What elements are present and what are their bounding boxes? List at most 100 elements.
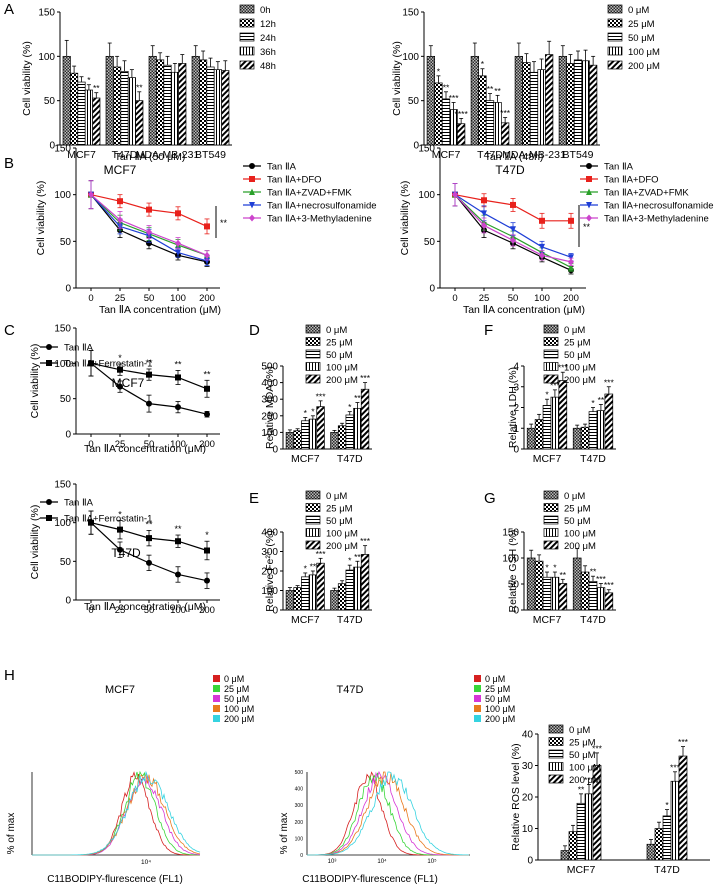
significance-label: * [437,66,441,76]
legend-label: 100 μM [326,363,358,374]
x-tick-label: 0 [452,293,457,304]
significance-label: *** [360,536,371,546]
category-label: MCF7 [533,453,562,465]
bar [550,576,560,611]
bar [301,576,310,611]
legend-label: 0 μM [224,674,244,684]
legend-label: 50 μM [224,694,249,704]
y-tick-label: 50 [508,580,520,591]
bar [580,426,590,450]
bar [588,411,598,450]
legend-label: Tan ⅡA [267,162,297,173]
x-tick-label: 25 [115,293,126,304]
legend-label: 0 μM [569,725,590,736]
bar [573,59,583,146]
bar [316,562,325,611]
bar [589,64,598,146]
bar [670,780,680,861]
marker-circle [146,240,152,247]
legend-swatch [607,46,623,56]
y-tick-label: 300 [295,803,304,809]
legend-swatch [305,324,321,334]
significance-label: ** [354,393,361,403]
legend-label: Tan ⅡA+ZVAD+FMK [604,188,689,199]
marker-diamond [481,221,487,229]
bar [285,590,295,611]
marker-square [204,547,210,554]
legend-label: 25 μM [485,684,510,694]
y-tick-label: 0 [429,284,435,295]
marker-square [481,197,487,204]
bar [213,69,222,146]
bar [170,71,179,146]
chart-title: T47D [495,163,525,177]
x-tick-label: 100 [170,293,186,304]
legend-swatch [607,60,623,70]
category-label: T47D [337,614,363,626]
legend-swatch [543,337,559,346]
x-tick-label: 25 [115,439,126,450]
panel-label-g: G [484,490,496,507]
y-tick-label: 0 [272,445,278,456]
x-axis-label: Tan ⅡA concentration (μM) [463,304,585,316]
significance-label: ** [220,218,228,228]
x-tick-label: 10⁴ [377,858,387,865]
chart-title: T47D [111,546,141,560]
y-tick-label: 500 [261,362,278,373]
legend-swatch [548,762,564,771]
category-label: T47D [337,453,363,465]
legend-label: 0h [260,5,271,16]
y-tick-label: 150 [54,324,71,335]
legend-swatch [305,362,321,371]
legend-swatch [543,540,559,550]
y-tick-label: 100 [402,52,419,63]
bar [148,55,157,146]
category-label: MCF7 [533,614,562,626]
marker-circle [117,546,123,553]
bar [678,755,688,861]
bar [163,64,172,146]
chart-title: T47D [337,684,364,696]
y-tick-label: 150 [38,8,55,19]
histogram-curve [32,773,201,856]
legend-swatch [548,749,564,759]
y-tick-label: 400 [295,787,304,793]
bar [537,69,546,146]
legend-label: 100 μM [564,363,596,374]
y-tick-label: 200 [261,567,278,578]
marker-triangle-down [510,226,516,233]
legend-label: 0 μM [326,325,347,336]
marker-square [204,385,210,392]
legend-label: 100 μM [224,704,254,714]
marker-triangle [249,188,255,195]
y-tick-label: 100 [54,359,71,370]
significance-label: * [87,75,91,85]
y-axis-label: Cell viability (%) [29,505,41,580]
category-label: MCF7 [291,614,320,626]
legend-label: 50 μM [628,33,655,44]
y-tick-label: 300 [261,547,278,558]
y-axis-label: Cell viability (%) [29,344,41,419]
category-label: MCF7 [432,149,461,161]
bar [572,557,582,611]
bar [84,89,93,146]
legend-label: 100 μM [326,529,358,540]
significance-label: ** [590,567,597,577]
significance-label: * [545,563,549,573]
y-axis-label: Cell viability (%) [21,41,33,116]
y-tick-label: 50 [60,394,72,405]
legend-swatch [543,349,559,359]
bar [566,63,575,146]
legend-swatch [305,374,321,384]
panel-label-d: D [249,322,260,339]
legend-label: 25 μM [326,338,353,349]
marker-square [46,360,52,366]
category-label: BT549 [195,149,226,161]
bar [113,66,122,146]
marker-square [204,223,210,230]
y-tick-label: 100 [261,586,278,597]
legend-label: 0 μM [564,491,585,502]
